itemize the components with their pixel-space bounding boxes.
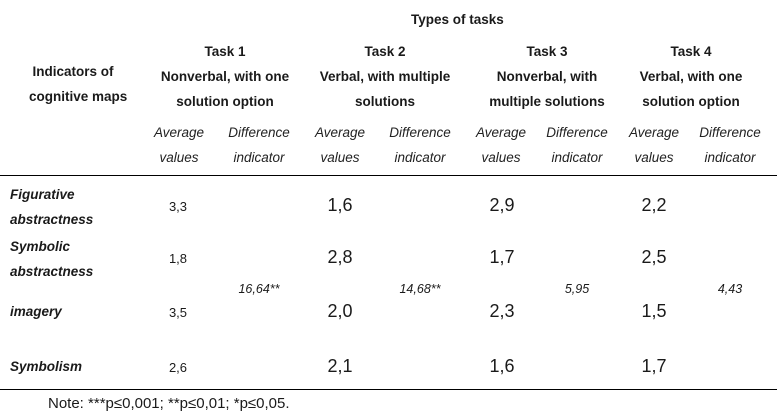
table-note: Note: ***p≤0,001; **p≤0,01; *p≤0,05. [48, 395, 290, 412]
task-2-header: Task 2 Verbal, with multiple solutions [319, 44, 451, 109]
difference-indicator-subheader: Difference indicator [546, 125, 608, 165]
avg-values-subheader: Average values [475, 125, 527, 165]
difference-indicator-subheader: Difference indicator [389, 125, 451, 165]
cell-value: 1,6 [327, 195, 353, 215]
cell-value: 3,3 [168, 199, 188, 214]
row-label-symbolism: Symbolism [10, 359, 83, 374]
cell-value: 1,7 [641, 356, 667, 376]
cell-value: 3,5 [168, 305, 188, 320]
cell-value: 1,6 [489, 356, 515, 376]
cell-value: 2,8 [327, 247, 353, 267]
cell-value: 1,5 [641, 301, 667, 321]
difference-value: 4,43 [717, 282, 743, 296]
indicators-header: Indicators of cognitive maps [29, 64, 128, 104]
avg-values-subheader: Average values [314, 125, 366, 165]
row-label-figurative-abstractness: Figurative abstractness [10, 187, 94, 227]
types-of-tasks-header: Types of tasks [411, 12, 504, 27]
task-3-header: Task 3 Nonverbal, with multiple solution… [489, 44, 605, 109]
row-label-imagery: imagery [10, 304, 62, 319]
cell-value: 2,2 [641, 195, 667, 215]
cell-value: 2,6 [168, 360, 188, 375]
difference-value: 16,64** [238, 282, 280, 296]
difference-value: 14,68** [399, 282, 441, 296]
header-rule [0, 175, 777, 176]
difference-indicator-subheader: Difference indicator [699, 125, 761, 165]
cell-value: 1,8 [168, 251, 188, 266]
cell-value: 2,3 [489, 301, 515, 321]
cell-value: 2,5 [641, 247, 667, 267]
row-label-symbolic-abstractness: Symbolic abstractness [10, 239, 94, 279]
cell-value: 2,0 [327, 301, 353, 321]
cell-value: 1,7 [489, 247, 515, 267]
difference-value: 5,95 [564, 282, 590, 296]
difference-indicator-subheader: Difference indicator [228, 125, 290, 165]
cell-value: 2,1 [327, 356, 353, 376]
avg-values-subheader: Average values [153, 125, 205, 165]
bottom-rule [0, 389, 777, 390]
task-4-header: Task 4 Verbal, with one solution option [639, 44, 743, 109]
task-1-header: Task 1 Nonverbal, with one solution opti… [160, 44, 290, 109]
avg-values-subheader: Average values [628, 125, 680, 165]
cell-value: 2,9 [489, 195, 515, 215]
